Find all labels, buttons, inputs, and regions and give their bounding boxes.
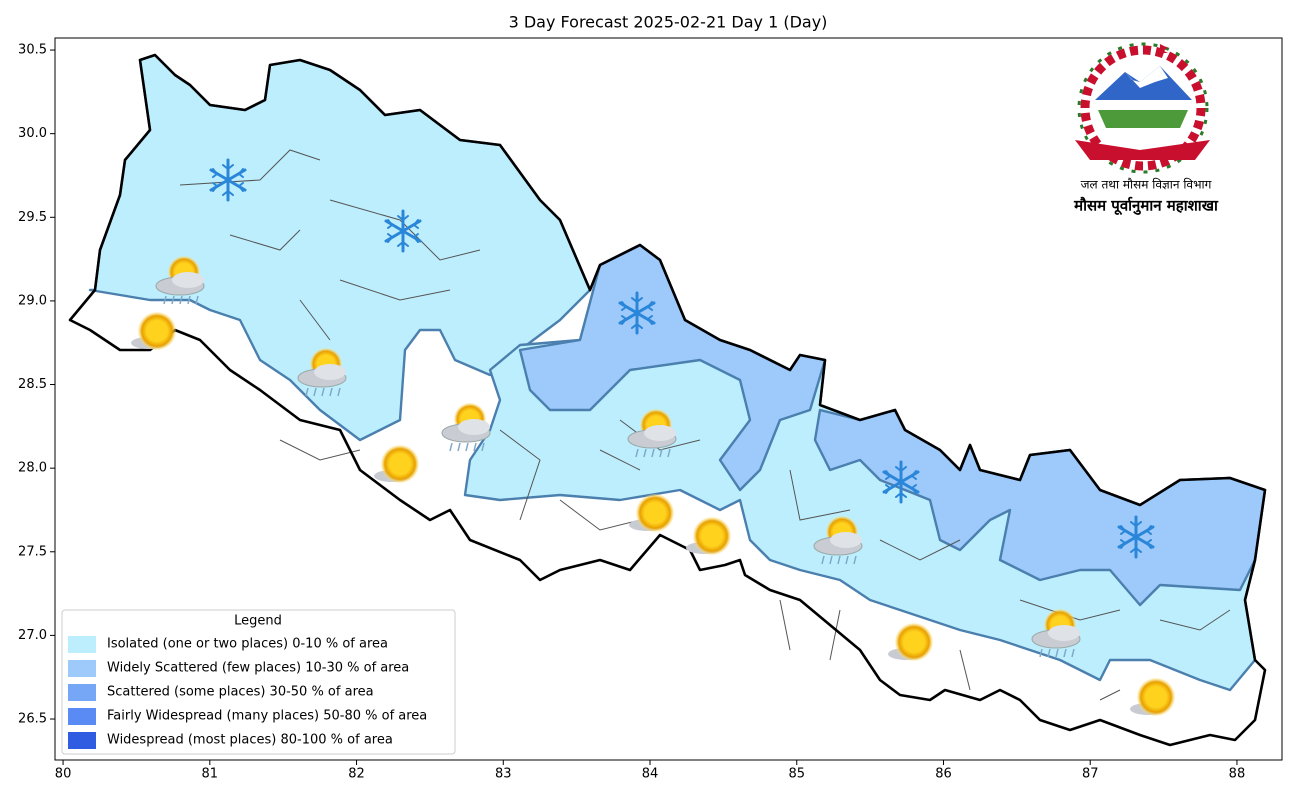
legend-label: Isolated (one or two places) 0-10 % of a…	[107, 637, 388, 652]
legend-title: Legend	[234, 614, 282, 629]
legend-label: Widely Scattered (few places) 10-30 % of…	[107, 661, 409, 676]
legend-swatch	[68, 636, 96, 653]
y-tick-label: 26.5	[18, 712, 47, 727]
x-tick-label: 86	[935, 767, 952, 782]
legend-box	[61, 609, 456, 755]
x-tick-label: 83	[495, 767, 512, 782]
x-tick-label: 84	[642, 767, 659, 782]
legend: Legend Isolated (one or two places) 0-10…	[61, 609, 456, 755]
legend-swatch	[68, 732, 96, 749]
x-tick-label: 85	[788, 767, 805, 782]
x-tick-label: 81	[202, 767, 219, 782]
logo: जल तथा मौसम विज्ञान विभाग मौसम पूर्वानुम…	[1073, 42, 1219, 216]
country-outline	[68, 53, 1267, 747]
x-tick-label: 88	[1229, 767, 1246, 782]
y-tick-label: 30.0	[18, 126, 47, 141]
logo-department: जल तथा मौसम विज्ञान विभाग	[1081, 178, 1212, 192]
legend-swatch	[68, 684, 96, 701]
x-tick-label: 80	[55, 767, 72, 782]
x-tick-label: 87	[1082, 767, 1099, 782]
legend-swatch	[68, 708, 96, 725]
logo-division: मौसम पूर्वानुमान महाशाखा	[1073, 197, 1219, 216]
y-tick-label: 28.5	[18, 377, 47, 392]
legend-label: Scattered (some places) 30-50 % of area	[107, 685, 374, 700]
y-tick-label: 29.0	[18, 293, 47, 308]
y-tick-label: 28.0	[18, 461, 47, 476]
legend-swatch	[68, 660, 96, 677]
y-tick-label: 27.0	[18, 628, 47, 643]
axes-frame	[54, 37, 1283, 761]
map-title: 3 Day Forecast 2025-02-21 Day 1 (Day)	[509, 13, 828, 32]
y-tick-label: 27.5	[18, 544, 47, 559]
y-tick-label: 29.5	[18, 210, 47, 225]
regions	[68, 53, 1267, 747]
legend-label: Fairly Widespread (many places) 50-80 % …	[107, 709, 427, 724]
y-tick-label: 30.5	[18, 43, 47, 58]
legend-label: Widespread (most places) 80-100 % of are…	[107, 733, 393, 748]
x-tick-label: 82	[348, 767, 365, 782]
